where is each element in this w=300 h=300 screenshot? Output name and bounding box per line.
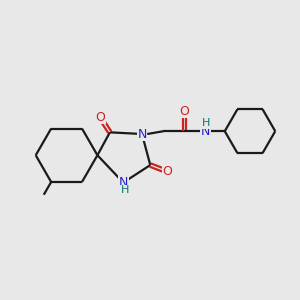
Text: N: N — [137, 128, 147, 140]
Text: N: N — [118, 176, 128, 189]
Text: H: H — [121, 185, 129, 195]
Text: O: O — [95, 110, 105, 124]
Text: N: N — [201, 125, 210, 138]
Text: H: H — [202, 118, 210, 128]
Text: O: O — [162, 165, 172, 178]
Text: O: O — [179, 105, 189, 118]
